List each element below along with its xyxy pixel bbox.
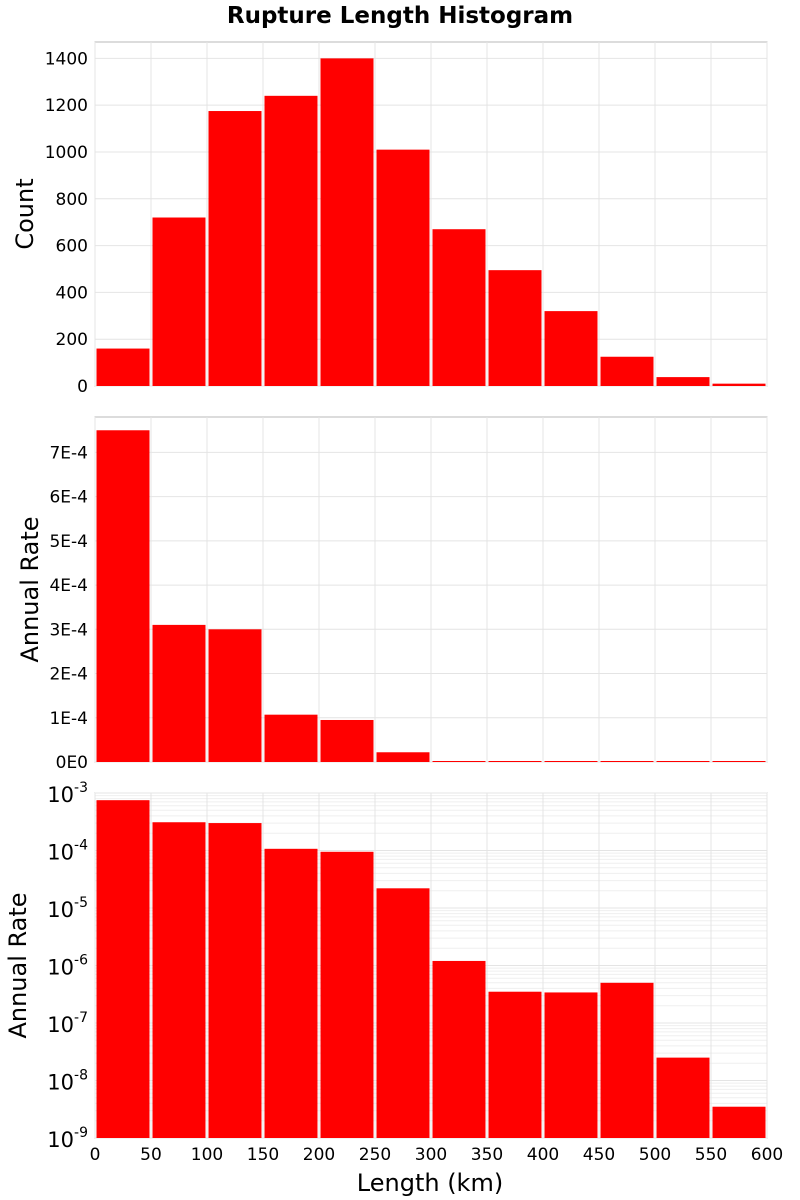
bar-250-300 xyxy=(376,149,430,386)
bar-300-350 xyxy=(432,229,486,386)
x-tick-label: 50 xyxy=(140,1145,162,1165)
x-tick-label: 350 xyxy=(471,1145,503,1165)
x-tick-label: 250 xyxy=(359,1145,391,1165)
bar-400-450 xyxy=(544,311,598,386)
chart-panel-2: 0E0 1E-4 2E-4 3E-4 4E-4 5E-4 6E-4 7E-4 Annual Ra… xyxy=(16,416,768,773)
x-axis-label: Length (km) xyxy=(357,1169,503,1197)
bar-500-550 xyxy=(656,761,710,762)
bar-350-400 xyxy=(488,761,542,762)
bar-400-450 xyxy=(544,761,598,762)
x-tick-label: 450 xyxy=(583,1145,615,1165)
bar-450-500 xyxy=(600,761,654,762)
bar-250-300 xyxy=(376,752,430,762)
y-tick-label: 2E-4 xyxy=(49,665,88,685)
y-tick-label: 7E-4 xyxy=(49,443,88,463)
bar-100-150 xyxy=(208,111,262,387)
y-tick-label: 1E-4 xyxy=(49,709,88,729)
y-tick-label: 1400 xyxy=(45,49,88,69)
bar-500-550 xyxy=(656,1057,710,1138)
x-tick-label: 200 xyxy=(303,1145,335,1165)
chart-title: Rupture Length Histogram xyxy=(227,3,573,29)
bar-350-400 xyxy=(488,991,542,1138)
y-tick-label: 800 xyxy=(56,190,88,210)
x-tick-label: 0 xyxy=(90,1145,101,1165)
bar-150-200 xyxy=(264,95,318,387)
y-tick-label: 600 xyxy=(56,237,88,257)
x-tick-label: 300 xyxy=(415,1145,447,1165)
bar-300-350 xyxy=(432,761,486,762)
y-tick-label: 10-8 xyxy=(47,1068,88,1095)
bar-200-250 xyxy=(320,851,374,1138)
y-tick-label: 6E-4 xyxy=(49,488,88,508)
bar-300-350 xyxy=(432,960,486,1138)
bar-100-150 xyxy=(208,629,262,762)
bar-0-50 xyxy=(96,430,150,762)
bar-400-450 xyxy=(544,992,598,1138)
y-tick-label: 10-5 xyxy=(47,895,88,922)
x-tick-label: 600 xyxy=(751,1145,783,1165)
bar-550-600 xyxy=(712,383,766,386)
bar-450-500 xyxy=(600,356,654,386)
x-tick-label: 550 xyxy=(695,1145,727,1165)
chart-panel-3: 10-3 10-4 10-5 10-6 10-7 10-8 10-9 Annual Rate 0… xyxy=(4,780,783,1165)
y-tick-label: 3E-4 xyxy=(49,620,88,640)
y-tick-label: 400 xyxy=(56,283,88,303)
x-tick-label: 150 xyxy=(247,1145,279,1165)
x-tick-label: 400 xyxy=(527,1145,559,1165)
bar-350-400 xyxy=(488,270,542,386)
bar-550-600 xyxy=(712,761,766,762)
y-tick-label: 10-4 xyxy=(47,838,88,865)
y-tick-label: 5E-4 xyxy=(49,532,88,552)
bar-550-600 xyxy=(712,1106,766,1138)
y-tick-label: 10-7 xyxy=(47,1010,88,1037)
y-tick-label: 1000 xyxy=(45,143,88,163)
bar-450-500 xyxy=(600,982,654,1138)
bar-100-150 xyxy=(208,823,262,1138)
bar-150-200 xyxy=(264,714,318,762)
bar-200-250 xyxy=(320,719,374,762)
y-tick-label: 200 xyxy=(56,330,88,350)
bar-50-100 xyxy=(152,624,206,762)
y-tick-label: 4E-4 xyxy=(49,576,88,596)
y-axis-label: Annual Rate xyxy=(4,892,32,1038)
bar-150-200 xyxy=(264,848,318,1138)
y-tick-label: 10-6 xyxy=(47,953,88,980)
bar-250-300 xyxy=(376,888,430,1138)
x-tick-label: 100 xyxy=(191,1145,223,1165)
y-tick-label: 10-9 xyxy=(47,1125,88,1152)
chart-panels: 0200400600800100012001400Count0E01E-42E-… xyxy=(4,41,783,1165)
y-axis-label: Annual Rate xyxy=(16,516,44,662)
y-tick-label: 0 xyxy=(77,377,88,397)
y-axis-label: Count xyxy=(11,178,39,249)
bar-0-50 xyxy=(96,348,150,386)
y-tick-label: 0E0 xyxy=(56,753,88,773)
x-tick-label: 500 xyxy=(639,1145,671,1165)
chart-panel-1: 0 200 400 600 800 1000 1200 1400 Count xyxy=(11,41,768,397)
y-tick-label: 10-3 xyxy=(47,780,88,807)
bar-50-100 xyxy=(152,217,206,386)
bar-200-250 xyxy=(320,58,374,386)
y-tick-label: 1200 xyxy=(45,96,88,116)
bar-50-100 xyxy=(152,822,206,1138)
bar-500-550 xyxy=(656,377,710,386)
bar-0-50 xyxy=(96,800,150,1138)
